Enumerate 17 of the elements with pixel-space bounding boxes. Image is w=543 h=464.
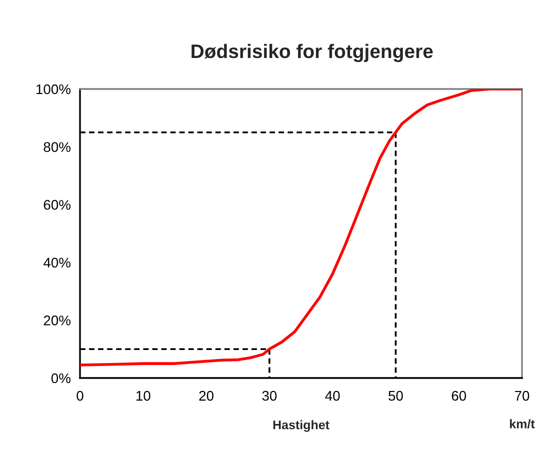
- x-tick-label: 50: [388, 390, 403, 401]
- x-tick-label: 0: [76, 390, 84, 401]
- y-tick-label: 60%: [44, 200, 70, 210]
- x-tick-label: 30: [262, 390, 277, 401]
- y-tick-label: 100%: [36, 84, 70, 94]
- x-tick-label: 40: [325, 390, 340, 401]
- x-tick-label: 20: [199, 390, 214, 401]
- x-axis-title: Hastighet: [273, 420, 330, 432]
- x-tick-label: 70: [514, 390, 530, 401]
- x-tick-label: 60: [452, 390, 466, 401]
- y-tick-label: 80%: [44, 142, 70, 152]
- y-tick-label: 0%: [51, 373, 70, 384]
- y-tick-label: 40%: [43, 258, 70, 268]
- text: km/t: [510, 419, 535, 428]
- y-tick-label: 20%: [44, 316, 70, 326]
- x-tick-label: 10: [136, 390, 150, 401]
- chart-title: Dødsrisiko for fotgjengere: [192, 44, 433, 62]
